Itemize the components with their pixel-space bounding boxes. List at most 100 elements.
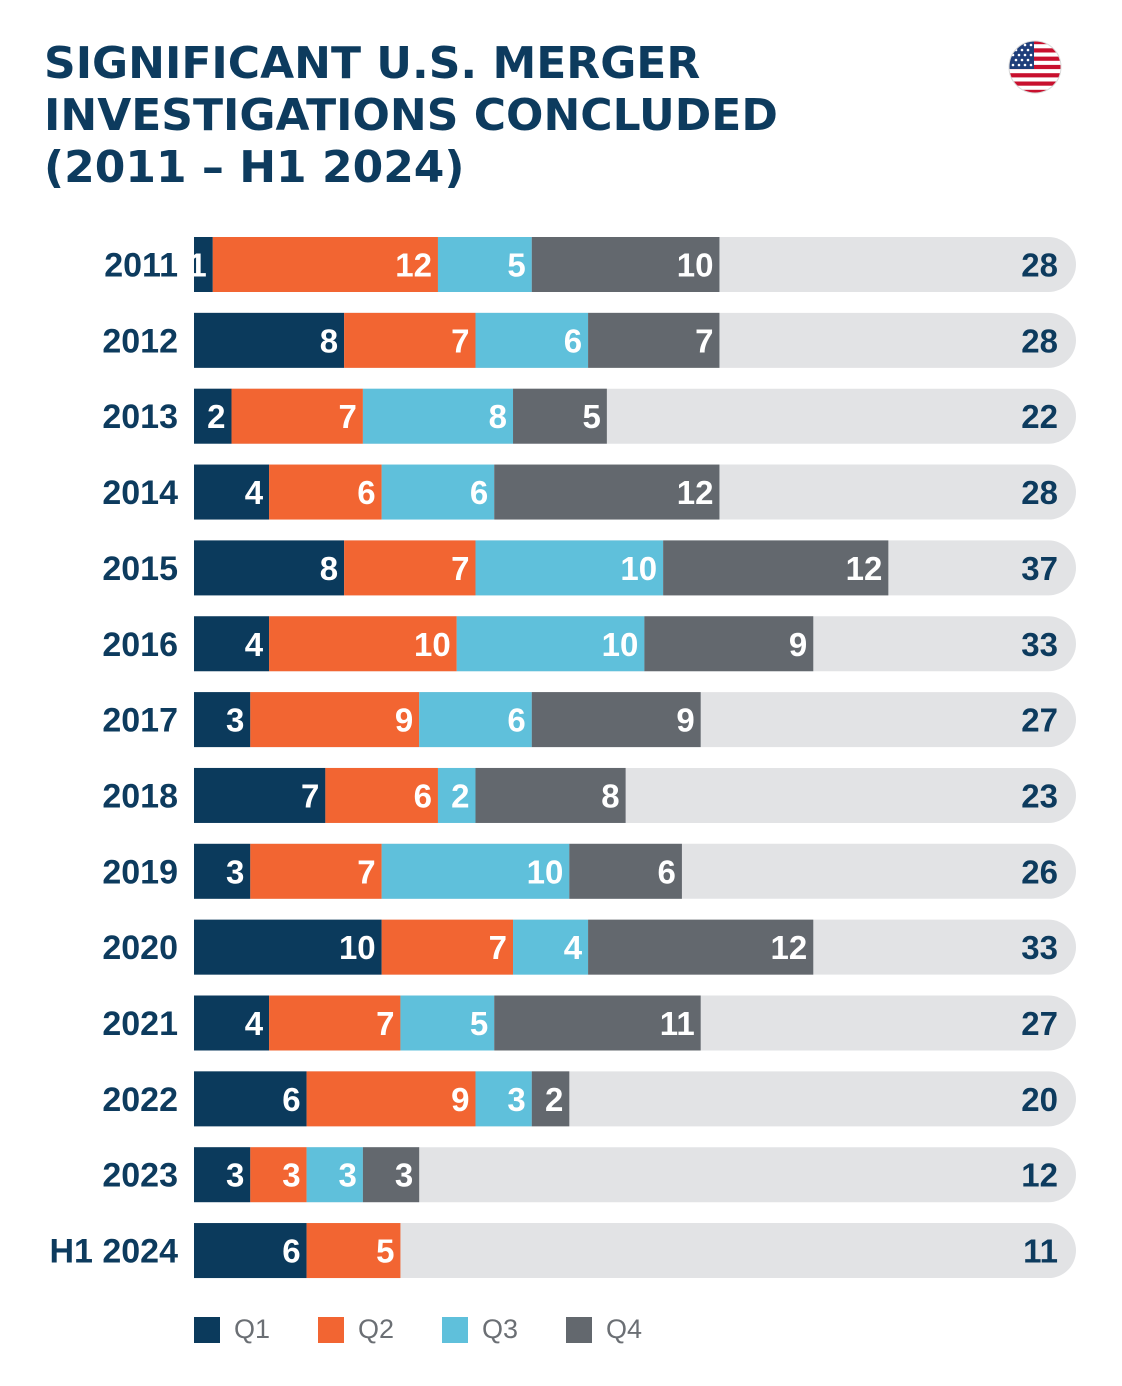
bar-segment-q4 — [588, 312, 720, 368]
data-label-q4: 12 — [677, 474, 714, 511]
bar-segment-q4 — [475, 767, 626, 823]
data-label-q2: 7 — [339, 398, 357, 435]
bar-segment-q1 — [194, 616, 270, 672]
bar-segment-q3 — [475, 540, 664, 596]
data-label-q1: 6 — [282, 1081, 300, 1118]
bar-segment-q2 — [381, 919, 514, 975]
legend-item-q4: Q4 — [566, 1314, 690, 1345]
data-label-q2: 12 — [395, 247, 432, 284]
bar-segment-q1 — [194, 312, 345, 368]
bar-segment-q3 — [419, 692, 532, 748]
data-label-q4: 2 — [545, 1081, 563, 1118]
chart-title-line-2: INVESTIGATIONS CONCLUDED — [44, 90, 778, 141]
bar-segment-q3 — [381, 464, 495, 520]
bar-row-2012: 2012 8 7 6 7 28 — [102, 312, 1076, 368]
bar-segment-q4 — [644, 616, 814, 672]
bar-segment-q1 — [194, 1223, 307, 1279]
category-label: 2016 — [102, 626, 178, 664]
data-label-q3: 6 — [470, 474, 488, 511]
data-label-q4: 6 — [658, 853, 676, 890]
legend-swatch-q3 — [442, 1316, 468, 1343]
data-label-q1: 3 — [226, 853, 244, 890]
bar-segment-q3 — [513, 919, 589, 975]
data-label-q4: 7 — [695, 322, 713, 359]
bar-row-2020: 2020 10 7 4 12 33 — [102, 919, 1076, 975]
data-label-q4: 11 — [660, 1005, 695, 1042]
legend-label-q2: Q2 — [358, 1314, 395, 1344]
total-label: 27 — [1021, 702, 1058, 739]
bar-segment-q1 — [194, 767, 326, 823]
data-label-q2: 6 — [414, 777, 432, 814]
bar-segment-q2 — [325, 767, 438, 823]
data-label-q2: 10 — [414, 626, 451, 663]
total-label: 33 — [1021, 929, 1058, 966]
total-label: 20 — [1021, 1081, 1058, 1118]
data-label-q4: 12 — [771, 929, 808, 966]
total-label: 28 — [1021, 474, 1058, 511]
bar-segment-q1 — [194, 692, 251, 748]
data-label-q4: 5 — [582, 398, 600, 435]
data-label-q3: 3 — [507, 1081, 525, 1118]
total-label: 28 — [1021, 247, 1058, 284]
chart-title-line-1: SIGNIFICANT U.S. MERGER — [44, 38, 701, 89]
total-label: 23 — [1021, 777, 1058, 814]
category-label: 2019 — [102, 853, 178, 891]
data-label-q4: 9 — [789, 626, 807, 663]
data-label-q1: 4 — [245, 474, 264, 511]
bar-row-2018: 2018 7 6 2 8 23 — [102, 767, 1076, 823]
category-label: 2013 — [102, 398, 178, 436]
data-label-q3: 10 — [620, 550, 657, 587]
bar-segment-q2 — [306, 1223, 401, 1279]
bar-segment-q2 — [306, 1071, 476, 1127]
bar-segment-q2 — [269, 464, 382, 520]
data-label-q4: 8 — [601, 777, 619, 814]
us-flag-icon — [1008, 40, 1062, 94]
total-label: 28 — [1021, 322, 1058, 359]
data-label-q3: 10 — [527, 853, 564, 890]
bar-segment-q2 — [231, 388, 363, 444]
bar-row-2016: 2016 4 10 10 9 33 — [102, 616, 1076, 672]
total-label: 12 — [1021, 1157, 1058, 1194]
bar-segment-q3 — [362, 388, 514, 444]
bar-segment-q1 — [194, 1071, 307, 1127]
bar-segment-q3 — [475, 312, 589, 368]
data-label-q4: 3 — [395, 1157, 413, 1194]
bar-segment-q4 — [494, 995, 701, 1051]
chart-legend: Q1 Q2 Q3 Q4 — [194, 1314, 690, 1345]
data-label-q3: 6 — [564, 322, 582, 359]
total-label: 27 — [1021, 1005, 1058, 1042]
data-label-q2: 7 — [451, 550, 469, 587]
bar-row-2021: 2021 4 7 5 11 27 — [102, 995, 1076, 1051]
bar-segment-q3 — [475, 1071, 532, 1127]
bar-segment-q1 — [194, 843, 251, 899]
chart-title-line-3: (2011 – H1 2024) — [44, 142, 465, 193]
data-label-q2: 7 — [376, 1005, 394, 1042]
total-label: 37 — [1021, 550, 1058, 587]
bar-segment-q1 — [194, 237, 213, 292]
data-label-q2: 3 — [282, 1157, 300, 1194]
data-label-q3: 2 — [451, 777, 469, 814]
bar-row-2017: 2017 3 9 6 9 27 — [102, 692, 1076, 748]
bar-segment-q1 — [194, 540, 345, 596]
data-label-q3: 8 — [489, 398, 507, 435]
data-label-q1: 3 — [226, 702, 244, 739]
bar-segment-q1 — [194, 464, 270, 520]
bar-segment-q3 — [306, 1147, 363, 1203]
data-label-q2: 9 — [395, 702, 413, 739]
data-label-q2: 5 — [376, 1233, 394, 1270]
bar-segment-q4 — [513, 388, 607, 444]
legend-swatch-q2 — [318, 1316, 344, 1343]
data-label-q1: 3 — [226, 1157, 244, 1194]
data-label-q1: 2 — [207, 398, 225, 435]
bar-segment-q3 — [400, 995, 495, 1051]
legend-item-q3: Q3 — [442, 1314, 566, 1345]
bar-segment-q1 — [194, 1147, 251, 1203]
bar-segment-q4 — [588, 919, 814, 975]
bar-segment-q3 — [437, 767, 476, 823]
data-label-q2: 6 — [357, 474, 375, 511]
bar-segment-q2 — [250, 843, 382, 899]
bar-segment-q4 — [531, 1071, 570, 1127]
bar-row-2015: 2015 8 7 10 12 37 — [102, 540, 1076, 596]
category-label: 2011 — [104, 247, 178, 285]
